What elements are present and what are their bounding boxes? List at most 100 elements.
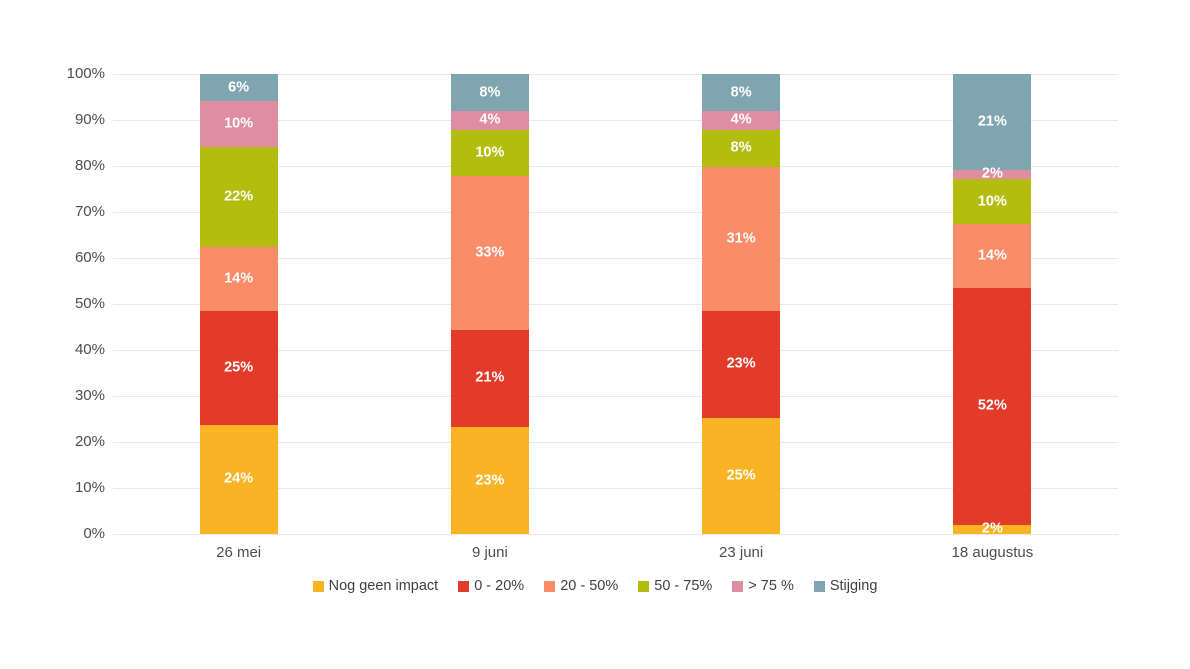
segment-value-label: 25% bbox=[726, 467, 756, 484]
legend-item-50-75: 50 - 75% bbox=[638, 578, 712, 594]
x-axis-tick-label-18-augustus: 18 augustus bbox=[951, 544, 1034, 561]
y-axis-tick-label-50: 50% bbox=[74, 295, 105, 312]
bar-segment-18-augustus-75: 2% bbox=[953, 166, 1032, 182]
segment-value-label: 23% bbox=[475, 472, 505, 488]
bar-column-9-juni: 8% 4% 10% 33% 21% 23% bbox=[364, 74, 615, 534]
segment-value-label: 14% bbox=[977, 247, 1007, 264]
bar-segment-23-juni-nog-geen-impact: 25% bbox=[702, 417, 781, 534]
y-axis-tick-label-40: 40% bbox=[74, 341, 105, 358]
legend-swatch-icon bbox=[544, 580, 556, 592]
segment-value-label: 6% bbox=[228, 79, 250, 96]
legend-label: Nog geen impact bbox=[328, 578, 439, 594]
legend-item-stijging: Stijging bbox=[813, 578, 878, 594]
segment-value-label: 10% bbox=[977, 193, 1007, 209]
y-axis-tick-label-80: 80% bbox=[74, 157, 105, 174]
bar-segment-9-juni-20-50: 33% bbox=[450, 176, 529, 330]
legend-swatch-icon bbox=[813, 580, 825, 592]
gridline-10 bbox=[113, 488, 1118, 489]
legend-swatch-icon bbox=[732, 580, 744, 592]
bar-segment-18-augustus-20-50: 14% bbox=[953, 224, 1032, 289]
segment-value-label: 10% bbox=[475, 144, 505, 161]
segment-value-label: 4% bbox=[479, 111, 501, 128]
x-axis-tick-label-26-mei: 26 mei bbox=[216, 544, 262, 561]
bar-segment-9-juni-stijging: 8% bbox=[450, 74, 529, 112]
gridline-70 bbox=[113, 212, 1118, 213]
x-axis-tick-label-23-juni: 23 juni bbox=[719, 544, 764, 561]
bar-segment-26-mei-0-20: 25% bbox=[199, 310, 278, 425]
legend-item-75: > 75 % bbox=[732, 578, 794, 594]
y-axis-tick-label-30: 30% bbox=[74, 387, 105, 404]
bar-segment-9-juni-50-75: 10% bbox=[450, 129, 529, 177]
segment-value-label: 21% bbox=[475, 369, 505, 386]
segment-value-label: 21% bbox=[977, 113, 1007, 130]
bar-segment-26-mei-20-50: 14% bbox=[199, 247, 278, 311]
bar-column-23-juni: 8% 4% 8% 31% 23% 25% bbox=[616, 74, 867, 534]
segment-value-label: 52% bbox=[977, 397, 1007, 414]
bar-segment-26-mei-75: 10% bbox=[199, 101, 278, 147]
gridline-90 bbox=[113, 120, 1118, 121]
bar-column-18-augustus: 21% 2% 10% 14% 52% 2% bbox=[867, 74, 1118, 534]
legend-label: Stijging bbox=[829, 578, 878, 594]
stacked-bar-9-juni: 8% 4% 10% 33% 21% 23% bbox=[450, 74, 529, 534]
y-axis-tick-label-60: 60% bbox=[74, 249, 105, 266]
legend-item-nog-geen-impact: Nog geen impact bbox=[312, 578, 439, 594]
legend-item-0-20: 0 - 20% bbox=[458, 578, 524, 594]
y-axis-tick-label-100: 100% bbox=[66, 65, 105, 82]
y-axis-tick-label-70: 70% bbox=[74, 203, 105, 220]
stacked-bar-18-augustus: 21% 2% 10% 14% 52% 2% bbox=[953, 74, 1032, 534]
bar-segment-23-juni-stijging: 8% bbox=[702, 74, 781, 112]
y-axis-tick-label-90: 90% bbox=[74, 111, 105, 128]
bar-segment-23-juni-20-50: 31% bbox=[702, 166, 781, 311]
gridline-50 bbox=[113, 304, 1118, 305]
bar-segment-9-juni-0-20: 21% bbox=[450, 329, 529, 428]
bar-segment-18-augustus-50-75: 10% bbox=[953, 178, 1032, 225]
y-axis-tick-label-10: 10% bbox=[74, 479, 105, 496]
bar-segment-23-juni-50-75: 8% bbox=[702, 129, 781, 167]
legend-label: 50 - 75% bbox=[654, 578, 713, 594]
bar-segment-26-mei-50-75: 22% bbox=[199, 146, 278, 248]
segment-value-label: 8% bbox=[730, 139, 752, 156]
segment-value-label: 22% bbox=[224, 188, 254, 205]
x-axis-tick-label-9-juni: 9 juni bbox=[471, 544, 508, 561]
bar-segment-18-augustus-stijging: 21% bbox=[953, 74, 1032, 170]
segment-value-label: 33% bbox=[475, 244, 505, 261]
bar-column-26-mei: 6% 10% 22% 14% 25% 24% bbox=[113, 74, 364, 534]
x-axis: 26 mei 9 juni 23 juni 18 augustus bbox=[113, 544, 1118, 561]
segment-value-label: 8% bbox=[479, 84, 501, 101]
legend: Nog geen impact 0 - 20% 20 - 50% 50 - 75% > … bbox=[0, 578, 1190, 594]
gridline-0 bbox=[113, 534, 1118, 535]
y-axis-tick-label-0: 0% bbox=[83, 525, 105, 542]
bar-segment-18-augustus-nog-geen-impact: 2% bbox=[953, 521, 1032, 534]
gridline-30 bbox=[113, 396, 1118, 397]
gridline-60 bbox=[113, 258, 1118, 259]
stacked-bar-26-mei: 6% 10% 22% 14% 25% 24% bbox=[199, 74, 278, 534]
segment-value-label: 31% bbox=[726, 230, 756, 247]
bar-segment-23-juni-0-20: 23% bbox=[702, 310, 781, 418]
legend-swatch-icon bbox=[638, 580, 650, 592]
gridline-100 bbox=[113, 74, 1118, 75]
bar-segment-26-mei-stijging: 6% bbox=[199, 74, 278, 102]
gridline-40 bbox=[113, 350, 1118, 351]
bars-container: 6% 10% 22% 14% 25% 24% 8% 4% 10% 33% 21% 23% 8% 4% 8% 3… bbox=[113, 74, 1118, 534]
legend-label: > 75 % bbox=[748, 578, 794, 594]
legend-label: 20 - 50% bbox=[560, 578, 619, 594]
plot-area bbox=[113, 74, 1118, 535]
bar-segment-26-mei-nog-geen-impact: 24% bbox=[199, 424, 278, 534]
stacked-bar-23-juni: 8% 4% 8% 31% 23% 25% bbox=[702, 74, 781, 534]
bar-segment-23-juni-75: 4% bbox=[702, 111, 781, 130]
bar-segment-9-juni-75: 4% bbox=[450, 111, 529, 130]
segment-value-label: 8% bbox=[730, 84, 752, 101]
y-axis-tick-label-20: 20% bbox=[74, 433, 105, 450]
bar-segment-18-augustus-0-20: 52% bbox=[953, 288, 1032, 525]
legend-swatch-icon bbox=[458, 580, 470, 592]
segment-value-label: 14% bbox=[224, 270, 254, 287]
bar-segment-9-juni-nog-geen-impact: 23% bbox=[450, 427, 529, 534]
gridline-20 bbox=[113, 442, 1118, 443]
legend-label: 0 - 20% bbox=[474, 578, 525, 594]
segment-value-label: 4% bbox=[730, 111, 752, 128]
legend-swatch-icon bbox=[312, 580, 324, 592]
segment-value-label: 23% bbox=[726, 355, 756, 372]
legend-item-20-50: 20 - 50% bbox=[544, 578, 618, 594]
segment-value-label: 24% bbox=[224, 470, 254, 487]
